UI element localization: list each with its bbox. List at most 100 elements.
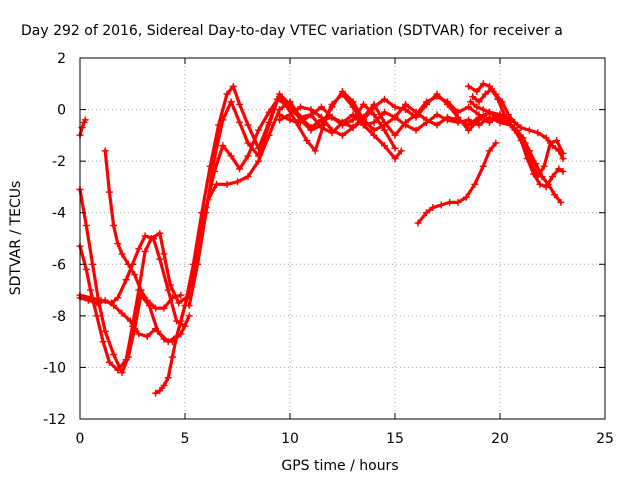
- data-point: [370, 111, 378, 119]
- data-point: [397, 147, 405, 155]
- data-point: [349, 111, 357, 119]
- data-point: [81, 116, 89, 124]
- data-point: [500, 111, 508, 119]
- data-point: [513, 126, 521, 134]
- data-point: [391, 131, 399, 139]
- data-point: [297, 103, 304, 111]
- x-tick-label: 20: [491, 431, 509, 447]
- data-point: [381, 108, 388, 116]
- data-point: [559, 149, 567, 157]
- data-point: [471, 180, 479, 188]
- data-point: [429, 204, 437, 212]
- data-point: [433, 93, 441, 101]
- data-point: [559, 167, 567, 175]
- data-point: [339, 118, 346, 126]
- series-4: [101, 147, 185, 312]
- data-point: [118, 369, 126, 377]
- y-tick-label: -6: [52, 257, 66, 273]
- data-point: [276, 90, 283, 98]
- data-point: [465, 103, 472, 111]
- data-point: [381, 95, 388, 103]
- data-point: [444, 98, 451, 106]
- data-point: [101, 147, 109, 155]
- data-point: [156, 229, 164, 237]
- data-point: [465, 82, 472, 90]
- data-point: [131, 271, 139, 279]
- data-point: [87, 286, 94, 294]
- data-point: [551, 191, 559, 199]
- data-point: [110, 351, 118, 359]
- data-point: [156, 387, 164, 395]
- data-point: [110, 222, 118, 230]
- data-point: [177, 317, 185, 325]
- data-point: [542, 183, 550, 191]
- data-point: [437, 201, 445, 209]
- data-point: [152, 389, 160, 397]
- data-point: [370, 100, 378, 108]
- y-tick-label: 2: [57, 51, 66, 67]
- data-point: [286, 111, 294, 119]
- data-point: [446, 198, 454, 206]
- series-11: [465, 80, 567, 163]
- data-point: [152, 325, 160, 333]
- x-tick-label: 10: [281, 431, 299, 447]
- data-point: [525, 126, 533, 134]
- series-line: [469, 100, 565, 189]
- data-point: [229, 82, 237, 90]
- y-tick-label: -4: [52, 206, 66, 222]
- grid: [80, 58, 605, 419]
- data-point: [479, 80, 487, 88]
- data-point: [433, 121, 441, 129]
- data-point: [164, 286, 172, 294]
- data-point: [370, 126, 378, 134]
- data-point: [265, 121, 273, 129]
- data-point: [110, 302, 118, 310]
- x-tick-label: 5: [181, 431, 190, 447]
- data-point: [479, 106, 487, 114]
- data-point: [93, 299, 101, 307]
- data-point: [141, 247, 149, 255]
- data-point: [84, 296, 92, 304]
- data-point: [185, 312, 193, 320]
- data-point: [454, 108, 462, 116]
- data-point: [177, 291, 185, 299]
- data-point: [219, 116, 227, 124]
- data-point: [467, 98, 475, 106]
- data-point: [528, 157, 535, 165]
- series-line: [154, 100, 492, 395]
- data-point: [152, 304, 160, 312]
- x-tick-label: 25: [596, 431, 614, 447]
- data-point: [349, 124, 357, 132]
- data-point: [303, 137, 311, 145]
- data-point: [370, 118, 378, 126]
- data-point: [481, 90, 489, 98]
- series-line: [277, 95, 502, 137]
- data-point: [156, 255, 164, 263]
- data-point: [122, 356, 130, 364]
- data-point: [227, 98, 235, 106]
- ticks: 0 5 10 15 20 25 -12 -10 -8 -6 -4 -2 0 2: [43, 51, 614, 447]
- data-point: [286, 100, 294, 108]
- data-point: [414, 219, 422, 227]
- data-point: [114, 240, 122, 248]
- data-point: [82, 265, 90, 273]
- data-point: [236, 118, 244, 126]
- data-point: [223, 180, 231, 188]
- data-point: [339, 131, 346, 139]
- data-point: [143, 332, 151, 340]
- data-point: [391, 103, 399, 111]
- data-point: [160, 335, 168, 343]
- data-point: [318, 113, 325, 121]
- y-tick-label: 0: [57, 103, 66, 119]
- x-axis-label: GPS time / hours: [281, 458, 398, 474]
- data-point: [210, 155, 218, 163]
- data-point: [318, 124, 325, 132]
- data-point: [194, 260, 202, 268]
- data-point: [137, 286, 145, 294]
- y-tick-label: -2: [52, 154, 66, 170]
- data-point: [492, 139, 500, 147]
- data-point: [101, 327, 109, 335]
- data-point: [360, 100, 367, 108]
- series-10: [414, 139, 500, 227]
